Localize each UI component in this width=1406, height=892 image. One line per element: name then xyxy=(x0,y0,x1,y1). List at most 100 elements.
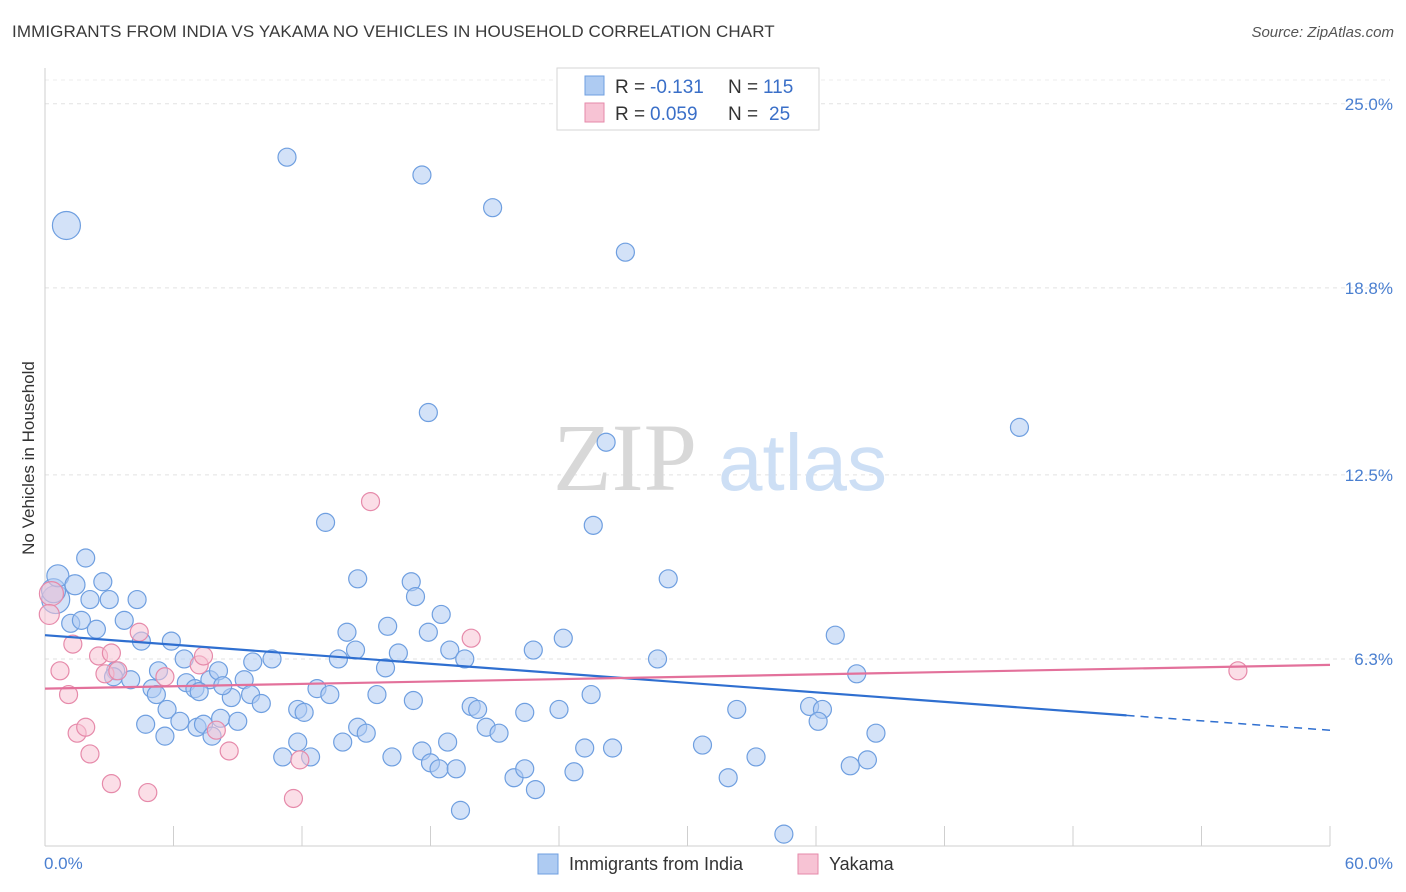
data-point-india xyxy=(774,824,794,844)
data-point-india xyxy=(345,640,366,660)
series-immigrants-from-india xyxy=(40,147,1030,844)
data-point-yakama xyxy=(283,788,304,809)
data-point-india xyxy=(243,652,263,672)
data-point-india xyxy=(157,699,177,720)
legend-swatch-pink xyxy=(584,102,605,123)
source-label: Source: ZipAtlas.com xyxy=(1251,24,1394,41)
data-point-india xyxy=(356,723,376,743)
legend-r-value: 0.059 xyxy=(650,104,698,125)
data-point-india xyxy=(277,147,297,167)
data-point-india xyxy=(647,649,668,669)
data-point-india xyxy=(575,738,595,758)
trend-lines xyxy=(44,634,1331,731)
legend-n-label: N = xyxy=(728,104,758,125)
data-point-india xyxy=(320,684,340,705)
watermark-atlas: atlas xyxy=(718,418,887,507)
data-point-india xyxy=(549,699,569,720)
data-point-yakama xyxy=(80,744,100,764)
x-tick-labels: 0.0% 60.0% xyxy=(44,854,1393,873)
data-point-india xyxy=(367,684,387,705)
data-point-india xyxy=(602,738,623,758)
data-point-india xyxy=(455,649,475,669)
bottom-legend-swatch-pink xyxy=(797,853,819,875)
legend-r-label: R = xyxy=(615,104,645,125)
data-point-yakama xyxy=(108,661,128,681)
data-point-india xyxy=(76,548,96,568)
data-point-india xyxy=(440,640,460,660)
data-point-india xyxy=(429,759,449,779)
y-tick-label: 25.0% xyxy=(1345,95,1393,114)
trend-line-yakama xyxy=(44,663,1331,690)
data-point-india xyxy=(294,702,314,722)
data-point-india xyxy=(378,616,398,636)
data-point-india xyxy=(718,768,738,788)
data-point-india xyxy=(382,747,402,767)
data-point-india xyxy=(727,699,747,720)
data-point-india xyxy=(337,622,357,642)
data-point-yakama xyxy=(38,581,65,607)
axes xyxy=(44,68,1331,847)
data-point-yakama xyxy=(101,643,121,663)
data-point-india xyxy=(262,649,282,669)
data-point-india xyxy=(328,649,349,669)
bottom-legend-label: Immigrants from India xyxy=(569,854,744,874)
data-point-india xyxy=(228,711,248,731)
y-tick-labels: 6.3% 12.5% 18.8% 25.0% xyxy=(1345,95,1393,669)
data-point-india xyxy=(288,732,308,752)
data-point-yakama xyxy=(461,628,481,648)
data-point-yakama xyxy=(38,603,60,626)
legend-r-label: R = xyxy=(615,77,645,98)
data-point-yakama xyxy=(206,720,226,740)
data-point-india xyxy=(857,750,878,770)
data-point-india xyxy=(583,515,603,535)
data-point-india xyxy=(161,631,181,651)
data-point-india xyxy=(405,587,426,607)
data-point-india xyxy=(581,684,601,705)
y-tick-label: 18.8% xyxy=(1345,279,1393,298)
data-point-india xyxy=(418,622,438,642)
data-point-india xyxy=(64,574,86,596)
data-point-india xyxy=(840,756,860,776)
legend-n-value: 25 xyxy=(769,104,790,125)
data-point-india xyxy=(450,800,471,820)
data-point-yakama xyxy=(138,782,158,803)
data-point-india xyxy=(692,735,713,755)
data-point-india xyxy=(746,747,766,767)
data-point-india xyxy=(71,610,92,630)
data-point-india xyxy=(515,759,535,779)
data-point-yakama xyxy=(50,661,70,681)
chart-title: IMMIGRANTS FROM INDIA VS YAKAMA NO VEHIC… xyxy=(12,22,775,41)
data-point-india xyxy=(80,589,100,610)
series-yakama xyxy=(38,491,1248,809)
data-point-india xyxy=(251,693,271,714)
watermark: ZIP atlas xyxy=(553,404,887,511)
data-point-india xyxy=(825,625,845,645)
data-point-india xyxy=(315,512,336,532)
data-point-yakama xyxy=(193,646,214,666)
data-point-yakama xyxy=(76,717,96,737)
data-point-india xyxy=(446,759,466,779)
data-point-india xyxy=(114,610,134,630)
x-tick-label: 60.0% xyxy=(1345,854,1393,873)
data-point-india xyxy=(51,210,82,241)
data-point-india xyxy=(523,640,543,660)
data-point-india xyxy=(553,628,573,648)
data-point-india xyxy=(596,432,616,452)
data-point-yakama xyxy=(219,741,239,761)
data-point-india xyxy=(170,711,190,731)
data-point-india xyxy=(155,726,175,746)
data-point-india xyxy=(146,684,166,705)
x-tick-label: 0.0% xyxy=(44,854,83,873)
data-point-india xyxy=(866,723,886,743)
data-point-india xyxy=(808,711,828,731)
data-point-india xyxy=(86,619,107,639)
y-tick-label: 12.5% xyxy=(1345,466,1393,485)
trend-line-india xyxy=(44,634,1127,717)
legend-swatch-blue xyxy=(584,75,605,96)
data-point-india xyxy=(418,402,438,423)
data-point-india xyxy=(658,569,678,589)
watermark-zip: ZIP xyxy=(553,404,697,511)
data-point-yakama xyxy=(1228,661,1248,681)
data-point-india xyxy=(273,747,293,767)
